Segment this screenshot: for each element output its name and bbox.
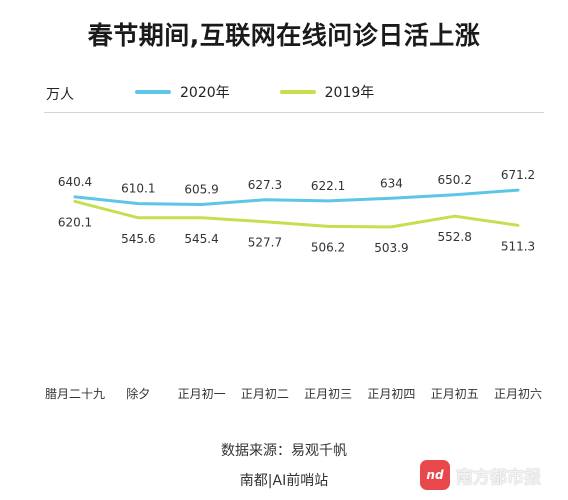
data-label: 527.7 bbox=[248, 236, 282, 250]
legend-swatch-2019 bbox=[279, 90, 316, 94]
data-label: 605.9 bbox=[184, 183, 218, 197]
data-label: 640.4 bbox=[58, 175, 92, 189]
legend-swatch-2020 bbox=[135, 90, 171, 94]
series-line-1 bbox=[73, 199, 520, 229]
data-label: 620.1 bbox=[58, 215, 92, 229]
legend-label-2020: 2020年 bbox=[180, 85, 230, 101]
credit-line: 南都|AI前哨站 bbox=[239, 473, 329, 489]
data-label: 610.1 bbox=[121, 182, 155, 196]
data-label: 545.6 bbox=[121, 232, 155, 246]
x-tick-label: 正月初一 bbox=[178, 387, 226, 401]
data-label: 622.1 bbox=[311, 179, 345, 193]
legend: 2020年 2019年 bbox=[135, 82, 374, 102]
legend-item-2020: 2020年 bbox=[135, 82, 230, 102]
data-source: 数据来源：易观千帆 bbox=[221, 443, 347, 459]
series-line-0 bbox=[73, 188, 520, 206]
data-label: 511.3 bbox=[501, 239, 535, 253]
x-tick-label: 正月初六 bbox=[494, 387, 542, 401]
watermark: nd 南方都市报 bbox=[420, 460, 541, 490]
data-label: 671.2 bbox=[501, 168, 535, 182]
x-tick-label: 正月初五 bbox=[431, 387, 479, 401]
data-label: 545.4 bbox=[184, 232, 218, 246]
legend-item-2019: 2019年 bbox=[279, 82, 375, 102]
newspaper-logo-icon: nd bbox=[420, 460, 450, 490]
x-tick-label: 正月初四 bbox=[367, 387, 415, 401]
data-label: 627.3 bbox=[248, 178, 282, 192]
x-tick-label: 除夕 bbox=[126, 386, 150, 401]
data-label: 634 bbox=[380, 176, 403, 190]
unit-label: 万人 bbox=[46, 87, 74, 103]
watermark-text: 南方都市报 bbox=[456, 467, 541, 488]
data-label: 506.2 bbox=[311, 240, 345, 254]
x-tick-label: 正月初三 bbox=[304, 387, 352, 401]
x-tick-label: 正月初二 bbox=[241, 387, 289, 401]
legend-label-2019: 2019年 bbox=[324, 85, 375, 101]
x-tick-label: 腊月二十九 bbox=[45, 387, 105, 401]
data-label: 650.2 bbox=[438, 173, 472, 187]
header-divider bbox=[44, 112, 544, 113]
data-label: 552.8 bbox=[438, 230, 472, 244]
chart-title: 春节期间,互联网在线问诊日活上涨 bbox=[87, 21, 481, 50]
data-label: 503.9 bbox=[374, 241, 408, 255]
